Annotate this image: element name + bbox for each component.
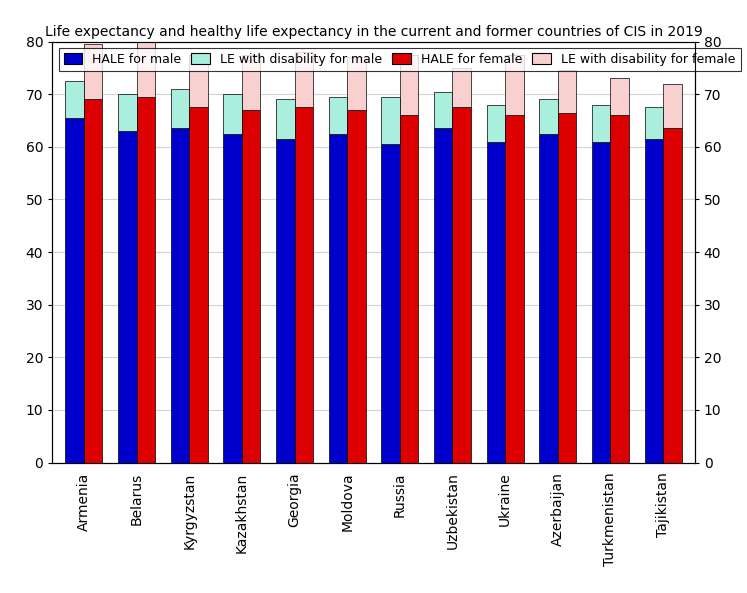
Bar <box>487 104 505 142</box>
Bar <box>400 115 418 463</box>
Bar <box>171 128 189 463</box>
Bar <box>453 107 471 463</box>
Bar <box>663 128 681 463</box>
Bar <box>505 55 524 115</box>
Bar <box>223 133 242 463</box>
Bar <box>610 78 629 115</box>
Bar <box>66 81 84 118</box>
Bar <box>242 55 260 110</box>
Bar <box>539 100 558 133</box>
Bar <box>84 100 102 463</box>
Bar <box>66 118 84 463</box>
Bar <box>382 97 400 144</box>
Bar <box>242 110 260 463</box>
Bar <box>329 97 347 133</box>
Bar <box>558 71 576 113</box>
Bar <box>189 55 208 107</box>
Bar <box>592 142 610 463</box>
Bar <box>539 133 558 463</box>
Bar <box>382 144 400 463</box>
Bar <box>276 139 294 463</box>
Bar <box>592 104 610 142</box>
Bar <box>645 107 663 139</box>
Bar <box>347 58 365 110</box>
Bar <box>558 113 576 463</box>
Bar <box>223 94 242 133</box>
Bar <box>189 107 208 463</box>
Bar <box>118 131 137 463</box>
Bar <box>453 68 471 107</box>
Bar <box>610 115 629 463</box>
Bar <box>645 139 663 463</box>
Bar <box>434 128 453 463</box>
Bar <box>329 133 347 463</box>
Bar <box>505 115 524 463</box>
Legend: HALE for male, LE with disability for male, HALE for female, LE with disability : HALE for male, LE with disability for ma… <box>58 48 740 71</box>
Bar <box>118 94 137 131</box>
Bar <box>137 97 155 463</box>
Bar <box>294 52 313 107</box>
Title: Life expectancy and healthy life expectancy in the current and former countries : Life expectancy and healthy life expecta… <box>45 25 702 39</box>
Bar <box>276 100 294 139</box>
Bar <box>434 91 453 128</box>
Bar <box>171 89 189 128</box>
Bar <box>400 55 418 115</box>
Bar <box>137 42 155 97</box>
Bar <box>347 110 365 463</box>
Bar <box>487 142 505 463</box>
Bar <box>84 44 102 100</box>
Bar <box>663 84 681 128</box>
Bar <box>294 107 313 463</box>
